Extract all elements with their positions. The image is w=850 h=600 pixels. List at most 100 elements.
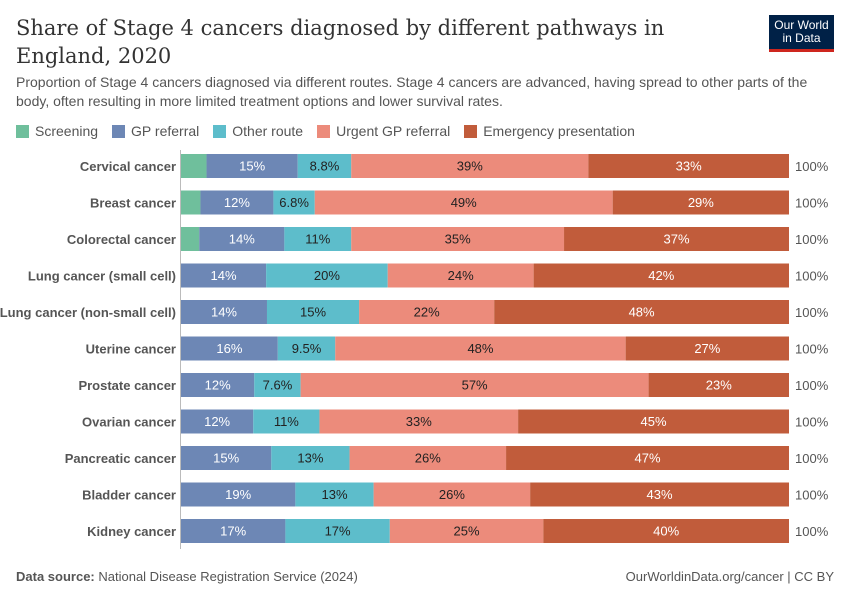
bar-segment[interactable] xyxy=(284,227,352,251)
data-label: 16% xyxy=(216,341,242,356)
legend-item[interactable]: GP referral xyxy=(112,123,199,139)
bar-segment[interactable] xyxy=(351,227,565,251)
bar-segment[interactable] xyxy=(506,446,789,470)
category-label: Ovarian cancer xyxy=(82,415,176,430)
bar-segment[interactable] xyxy=(253,409,320,434)
bar-segment[interactable] xyxy=(199,227,285,251)
legend-label: Screening xyxy=(35,123,99,139)
total-label: 100% xyxy=(795,415,829,430)
data-label: 15% xyxy=(239,159,265,174)
data-source: Data source: National Disease Registrati… xyxy=(16,569,358,584)
legend-swatch xyxy=(317,124,331,138)
bar-segment[interactable] xyxy=(200,190,274,215)
bar-segment[interactable] xyxy=(588,154,789,178)
category-label: Lung cancer (non-small cell) xyxy=(0,305,176,320)
bar-segment[interactable] xyxy=(300,373,649,397)
bar-segment[interactable] xyxy=(181,336,278,361)
legend-label: Urgent GP referral xyxy=(336,123,451,139)
bar-segment[interactable] xyxy=(612,190,789,215)
bar-segment[interactable] xyxy=(314,190,613,215)
bar-segment[interactable] xyxy=(319,409,519,434)
category-label: Uterine cancer xyxy=(86,342,176,357)
bar-segment[interactable] xyxy=(351,154,589,178)
data-label: 26% xyxy=(415,451,441,466)
category-label: Lung cancer (small cell) xyxy=(28,269,176,284)
owid-logo[interactable]: Our World in Data xyxy=(769,15,834,52)
bar-segment[interactable] xyxy=(373,482,531,507)
legend-swatch xyxy=(16,124,29,138)
bar-segment[interactable] xyxy=(387,263,534,288)
bar-segment[interactable] xyxy=(530,482,789,507)
data-label: 6.8% xyxy=(279,195,309,210)
bar-segment[interactable] xyxy=(648,373,789,397)
data-label: 15% xyxy=(213,451,239,466)
total-label: 100% xyxy=(795,488,829,503)
total-label: 100% xyxy=(795,342,829,357)
bar-segment[interactable] xyxy=(181,446,272,470)
data-label: 26% xyxy=(439,487,465,502)
data-label: 12% xyxy=(204,414,230,429)
category-label: Kidney cancer xyxy=(87,524,176,539)
bar-segment[interactable] xyxy=(335,336,626,361)
bar-segment[interactable] xyxy=(181,373,255,397)
data-label: 17% xyxy=(220,524,246,539)
bar-segment[interactable] xyxy=(181,300,267,324)
category-label: Pancreatic cancer xyxy=(65,451,176,466)
bar-segment[interactable] xyxy=(297,154,352,178)
legend-item[interactable]: Screening xyxy=(16,123,98,139)
data-label: 42% xyxy=(648,268,674,283)
category-label: Cervical cancer xyxy=(80,159,176,174)
bar-segment[interactable] xyxy=(181,190,201,215)
bar-segment[interactable] xyxy=(389,519,544,543)
data-label: 48% xyxy=(467,341,493,356)
category-label: Prostate cancer xyxy=(78,378,176,393)
data-label: 11% xyxy=(305,232,330,247)
bar-segment[interactable] xyxy=(254,373,301,397)
bar-segment[interactable] xyxy=(266,263,388,288)
data-label: 57% xyxy=(462,378,488,393)
data-label: 19% xyxy=(225,487,251,502)
bar-segment[interactable] xyxy=(543,519,789,543)
bar-segment[interactable] xyxy=(181,227,200,251)
bar-segment[interactable] xyxy=(181,409,254,434)
legend-label: Other route xyxy=(232,123,304,139)
bar-segment[interactable] xyxy=(564,227,789,251)
data-label: 20% xyxy=(314,268,340,283)
bar-segment[interactable] xyxy=(359,300,495,324)
bar-segment[interactable] xyxy=(295,482,374,507)
bar-segment[interactable] xyxy=(518,409,789,434)
bar-segment[interactable] xyxy=(349,446,507,470)
legend-label: Emergency presentation xyxy=(483,123,635,139)
data-label: 17% xyxy=(325,524,351,539)
bar-segment[interactable] xyxy=(181,519,286,543)
data-label: 25% xyxy=(454,524,480,539)
data-label: 12% xyxy=(205,378,231,393)
data-label: 35% xyxy=(445,232,471,247)
bar-segment[interactable] xyxy=(206,154,298,178)
data-label: 8.8% xyxy=(310,159,340,174)
legend-item[interactable]: Other route xyxy=(213,123,303,139)
total-label: 100% xyxy=(795,524,829,539)
data-label: 49% xyxy=(451,195,477,210)
bar-segment[interactable] xyxy=(181,482,296,507)
bar-segment[interactable] xyxy=(273,190,315,215)
chart-subtitle: Proportion of Stage 4 cancers diagnosed … xyxy=(16,74,808,109)
bar-segment[interactable] xyxy=(285,519,390,543)
bar-segment[interactable] xyxy=(277,336,336,361)
bar-segment[interactable] xyxy=(625,336,789,361)
legend-swatch xyxy=(213,124,227,138)
credit-link[interactable]: OurWorldinData.org/cancer | CC BY xyxy=(625,569,834,584)
data-label: 9.5% xyxy=(292,341,322,356)
bar-segment[interactable] xyxy=(181,154,207,178)
bar-segment[interactable] xyxy=(494,300,789,324)
data-label: 15% xyxy=(300,305,326,320)
legend-item[interactable]: Urgent GP referral xyxy=(317,123,450,139)
bar-segment[interactable] xyxy=(271,446,350,470)
source-text[interactable]: National Disease Registration Service (2… xyxy=(98,569,358,584)
bar-segment[interactable] xyxy=(266,300,360,324)
source-label: Data source: xyxy=(16,569,95,584)
bar-segment[interactable] xyxy=(533,263,789,288)
total-label: 100% xyxy=(795,269,829,284)
bar-segment[interactable] xyxy=(181,263,267,288)
legend-item[interactable]: Emergency presentation xyxy=(464,123,635,139)
